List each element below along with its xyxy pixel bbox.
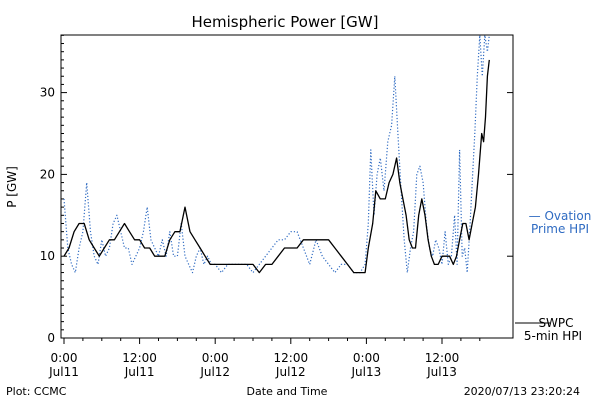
footer-plot-credit: Plot: CCMC (6, 385, 67, 398)
legend-ovation-line2: Prime HPI (531, 222, 589, 236)
y-tick-label: 10 (40, 249, 55, 263)
y-axis-label: P [GW] (5, 166, 19, 208)
footer-timestamp: 2020/07/13 23:20:24 (464, 385, 580, 398)
x-tick-label-time: 0:00 (353, 351, 380, 365)
x-tick-label-date: Jul13 (351, 365, 382, 379)
legend-ovation-line1: — Ovation (529, 209, 592, 223)
x-tick-label-time: 12:00 (425, 351, 460, 365)
series-swpc-5min-hpi (63, 59, 490, 274)
x-tick-label-time: 0:00 (51, 351, 78, 365)
chart-title: Hemispheric Power [GW] (192, 13, 379, 31)
series-ovation-prime-hpi (63, 34, 490, 274)
x-tick-label-date: Jul13 (426, 365, 457, 379)
x-tick-label-time: 12:00 (122, 351, 157, 365)
x-axis-label: Date and Time (247, 385, 328, 398)
y-tick-label: 0 (47, 331, 55, 345)
legend-swpc-line1: SWPC (538, 316, 573, 330)
x-tick-label-date: Jul11 (124, 365, 155, 379)
y-tick-label: 20 (40, 167, 55, 181)
x-tick-label-date: Jul12 (199, 365, 230, 379)
x-axis: 0:00Jul1112:00Jul110:00Jul1212:00Jul120:… (48, 338, 481, 379)
x-tick-label-date: Jul12 (275, 365, 306, 379)
legend-swpc-line2: 5-min HPI (524, 329, 582, 343)
y-axis: 0 10 20 30 (40, 34, 513, 345)
y-tick-label: 30 (40, 86, 55, 100)
x-tick-label-time: 12:00 (274, 351, 309, 365)
series-group (63, 34, 490, 274)
x-tick-label-time: 0:00 (202, 351, 229, 365)
plot-frame (60, 34, 514, 339)
x-tick-label-date: Jul11 (48, 365, 79, 379)
